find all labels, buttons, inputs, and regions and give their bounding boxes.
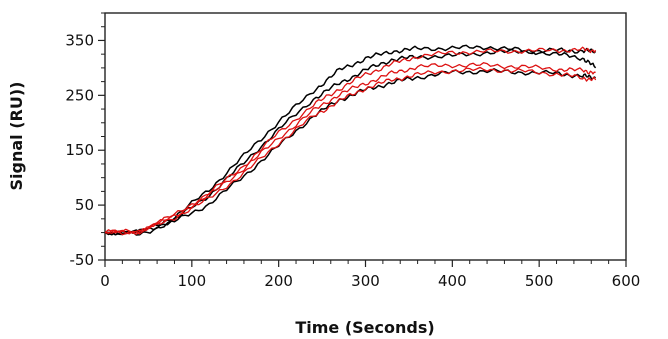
x-axis-title: Time (Seconds): [295, 318, 434, 337]
series-line-5: [104, 62, 596, 235]
y-tick-label-4: 350: [65, 31, 94, 49]
x-tick-label-3: 300: [351, 272, 380, 290]
y-tick-label-2: 150: [65, 141, 94, 159]
x-tick-label-4: 400: [438, 272, 467, 290]
series-line-6: [105, 66, 597, 236]
tick-layer: 0 100 200 300 400 500 600 -50 50 150 250 350: [65, 12, 641, 290]
y-tick-label-1: 50: [75, 196, 94, 214]
x-tick-label-0: 0: [100, 272, 110, 290]
x-tick-label-1: 100: [178, 272, 207, 290]
y-axis-title: Signal (RU)): [7, 82, 26, 191]
y-tick-label-0: -50: [70, 251, 95, 269]
series-line-1: [104, 44, 597, 236]
x-tick-label-6: 600: [612, 272, 641, 290]
y-tick-label-3: 250: [65, 86, 94, 104]
series-layer: [104, 44, 597, 236]
series-line-2: [104, 47, 597, 236]
x-tick-label-5: 500: [525, 272, 554, 290]
series-line-4: [104, 46, 597, 234]
x-tick-label-2: 200: [264, 272, 293, 290]
